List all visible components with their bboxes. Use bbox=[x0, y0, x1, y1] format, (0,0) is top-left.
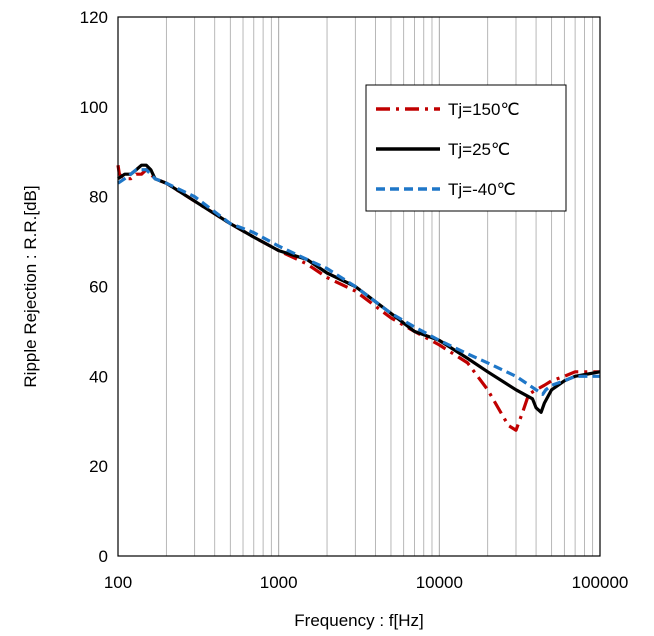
legend-label-tj150: Tj=150℃ bbox=[448, 100, 520, 119]
series-lines bbox=[116, 163, 601, 432]
legend-label-tj25: Tj=25℃ bbox=[448, 140, 510, 159]
y-tick-label: 60 bbox=[89, 278, 108, 297]
series-line-tj-40 bbox=[117, 168, 600, 396]
y-tick-label: 40 bbox=[89, 367, 108, 386]
series-line-tj150 bbox=[116, 164, 600, 432]
tick-labels: 100 1000 10000 100000 0 20 40 60 80 100 120 bbox=[80, 8, 629, 592]
y-tick-label: 120 bbox=[80, 8, 108, 27]
plot-area-frame bbox=[117, 16, 601, 557]
y-tick-label: 0 bbox=[99, 547, 108, 566]
legend: Tj=150℃ Tj=25℃ Tj=-40℃ bbox=[365, 84, 567, 212]
series-line-tj25 bbox=[117, 163, 601, 414]
x-axis-title: Frequency : f[Hz] bbox=[294, 611, 423, 630]
x-tick-label: 100 bbox=[104, 573, 132, 592]
x-tick-label: 10000 bbox=[416, 573, 463, 592]
x-tick-label: 100000 bbox=[572, 573, 629, 592]
y-axis-title: Ripple Rejection : R.R.[dB] bbox=[21, 185, 40, 387]
legend-label-tj-40: Tj=-40℃ bbox=[448, 180, 516, 199]
y-tick-label: 80 bbox=[89, 188, 108, 207]
y-tick-label: 100 bbox=[80, 98, 108, 117]
x-tick-label: 1000 bbox=[260, 573, 298, 592]
y-tick-label: 20 bbox=[89, 457, 108, 476]
